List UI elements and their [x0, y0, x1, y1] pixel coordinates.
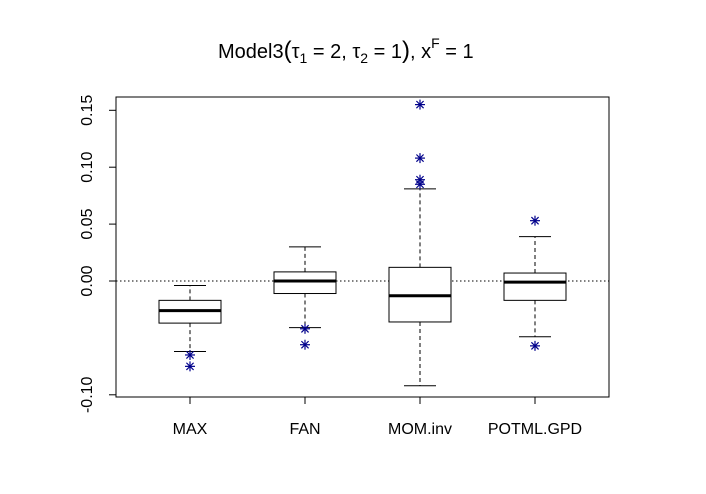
outlier-stroke	[300, 324, 310, 333]
title-tau2-val: = 1	[368, 41, 402, 63]
outlier-point	[530, 215, 540, 226]
box-group-fan	[273, 246, 337, 350]
outlier-point	[300, 323, 310, 334]
title-x-val: = 1	[440, 41, 474, 63]
title-x-sup: F	[431, 35, 440, 51]
x-tick-label: FAN	[289, 421, 320, 438]
title-tau2-sub: 2	[360, 50, 368, 66]
title-close-paren: )	[402, 37, 410, 64]
iqr-box	[273, 271, 337, 295]
outlier-stroke	[415, 180, 425, 189]
title-tau1: τ	[292, 41, 300, 63]
outlier-point	[185, 349, 195, 360]
outlier-point	[300, 339, 310, 350]
outlier-point	[415, 99, 425, 110]
outlier-stroke	[300, 340, 310, 349]
outlier-stroke	[530, 341, 540, 350]
outlier-stroke	[415, 100, 425, 109]
plot-frame	[115, 96, 610, 398]
y-tick-label: 0.15	[79, 95, 96, 126]
title-prefix: Model3	[218, 41, 284, 63]
y-tick-label: 0.05	[79, 208, 96, 239]
chart-title: Model3(τ1 = 2, τ2 = 1), xF = 1	[218, 35, 474, 66]
outlier-stroke	[530, 216, 540, 225]
x-tick-label: MAX	[173, 421, 208, 438]
box-group-max	[158, 285, 222, 372]
outlier-point	[530, 340, 540, 351]
y-tick-label: -0.10	[79, 376, 96, 413]
box-group-mom-inv	[388, 99, 452, 387]
outlier-stroke	[415, 154, 425, 163]
title-suffix: , x	[410, 41, 431, 63]
title-tau1-sub: 1	[300, 50, 308, 66]
outlier-point	[185, 361, 195, 372]
outlier-stroke	[185, 362, 195, 371]
y-tick-label: 0.00	[79, 265, 96, 296]
outlier-point	[415, 179, 425, 190]
title-tau2: τ	[352, 41, 360, 63]
title-tau1-val: = 2,	[307, 41, 352, 63]
title-open-paren: (	[284, 37, 292, 64]
outlier-point	[415, 153, 425, 164]
y-tick-label: 0.10	[79, 152, 96, 183]
iqr-box	[503, 272, 567, 301]
x-tick-label: MOM.inv	[388, 421, 452, 438]
box-group-potml-gpd	[503, 215, 567, 351]
x-tick-label: POTML.GPD	[488, 421, 582, 438]
outlier-stroke	[185, 350, 195, 359]
